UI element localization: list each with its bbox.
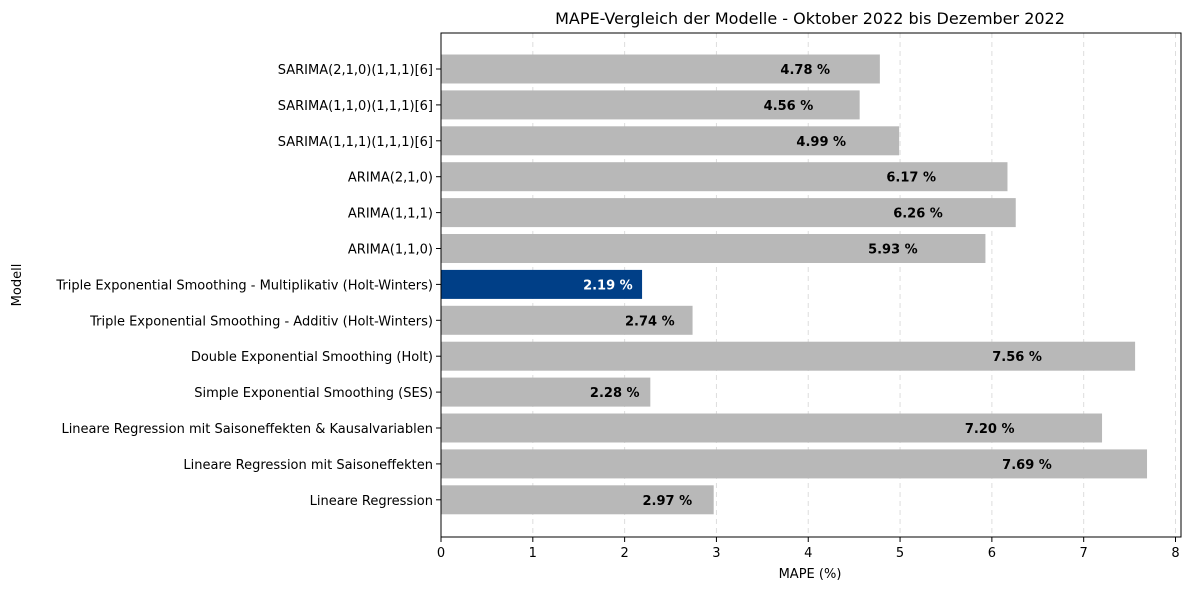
x-tick-label: 8 — [1171, 546, 1179, 561]
bars — [441, 54, 1148, 515]
bar-highlighted — [441, 269, 643, 299]
y-tick-label: SARIMA(1,1,1)(1,1,1)[6] — [278, 135, 433, 150]
bar-value-label: 7.56 % — [992, 350, 1042, 365]
y-tick-label: ARIMA(1,1,1) — [348, 207, 433, 222]
x-tick-label: 4 — [804, 546, 812, 561]
y-tick-label: Simple Exponential Smoothing (SES) — [194, 386, 433, 401]
bar — [441, 305, 693, 335]
bar — [441, 449, 1148, 479]
bar-value-label: 4.99 % — [796, 135, 846, 150]
bar-value-label: 6.26 % — [893, 207, 943, 222]
bar — [441, 377, 651, 407]
bar-value-label: 6.17 % — [886, 171, 936, 186]
chart-title: MAPE-Vergleich der Modelle - Oktober 202… — [555, 9, 1065, 28]
y-tick-label: Lineare Regression — [310, 494, 433, 509]
bar-value-label: 4.56 % — [764, 99, 814, 114]
x-tick-label: 5 — [896, 546, 904, 561]
y-tick-label: ARIMA(2,1,0) — [348, 171, 433, 186]
bar — [441, 341, 1136, 371]
bar — [441, 90, 860, 120]
y-tick-label: ARIMA(1,1,0) — [348, 243, 433, 258]
x-axis-title: MAPE (%) — [779, 567, 842, 582]
bar — [441, 485, 714, 515]
x-tick-label: 0 — [437, 546, 445, 561]
y-tick-label: Double Exponential Smoothing (Holt) — [191, 350, 433, 365]
x-tick-label: 2 — [620, 546, 628, 561]
x-tick-label: 1 — [529, 546, 537, 561]
plot-frame — [440, 32, 1182, 538]
bar — [441, 54, 880, 84]
bar-value-label: 2.97 % — [643, 494, 693, 509]
x-tick-labels: 0 1 2 3 4 5 6 7 8 — [437, 537, 1180, 561]
x-tick-label: 3 — [712, 546, 720, 561]
bar — [441, 126, 900, 156]
bar — [441, 162, 1008, 192]
y-tick-labels: SARIMA(2,1,0)(1,1,1)[6] SARIMA(1,1,0)(1,1… — [55, 63, 441, 509]
bar — [441, 234, 986, 263]
bar-value-label: 2.74 % — [625, 314, 675, 329]
x-tick-label: 6 — [988, 546, 996, 561]
bar — [441, 198, 1016, 228]
y-tick-label: Triple Exponential Smoothing - Additiv (… — [89, 314, 433, 329]
bar-value-label: 5.93 % — [868, 243, 918, 258]
y-tick-label: Lineare Regression mit Saisoneffekten — [183, 458, 433, 473]
y-tick-label: Lineare Regression mit Saisoneffekten & … — [61, 422, 433, 437]
y-tick-label: SARIMA(2,1,0)(1,1,1)[6] — [278, 63, 433, 78]
bar-value-label: 2.28 % — [590, 386, 640, 401]
bar-value-label: 4.78 % — [780, 63, 830, 78]
bar-value-labels: 4.78 % 4.56 % 4.99 % 6.17 % 6.26 % 5.93 % 2.19… — [583, 63, 1052, 509]
bar-value-label: 7.20 % — [965, 422, 1015, 437]
y-axis-title: Modell — [10, 264, 25, 307]
y-tick-label: SARIMA(1,1,0)(1,1,1)[6] — [278, 99, 433, 114]
y-tick-label: Triple Exponential Smoothing - Multiplik… — [55, 278, 433, 293]
bar-value-label: 2.19 % — [583, 278, 633, 293]
bar — [441, 413, 1103, 443]
bar-value-label: 7.69 % — [1002, 458, 1052, 473]
x-tick-label: 7 — [1080, 546, 1088, 561]
